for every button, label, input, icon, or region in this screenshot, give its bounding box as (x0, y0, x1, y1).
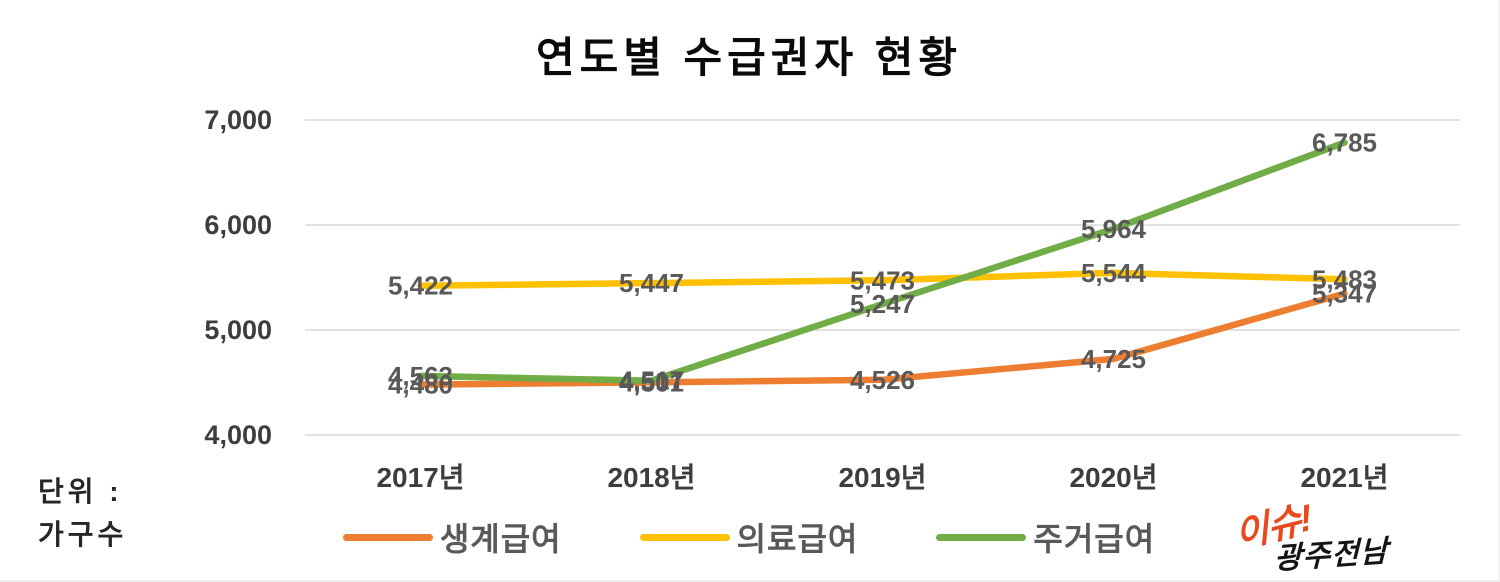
y-tick-label-3: 7,000 (204, 105, 272, 135)
chart-title: 연도별 수급권자 현황 (535, 34, 963, 81)
y-tick-label-1: 5,000 (204, 315, 272, 345)
x-tick-label-4: 2021년 (1300, 462, 1388, 493)
y-tick-label-0: 4,000 (204, 420, 272, 450)
data-label-1-4: 5,483 (1312, 264, 1377, 294)
series-line-1 (417, 269, 1348, 289)
series-line-0 (417, 290, 1348, 388)
data-label-2-2: 5,247 (850, 289, 915, 319)
data-label-0-0: 4,480 (388, 370, 453, 400)
legend-item-0: 생계급여 (342, 514, 562, 560)
data-label-1-0: 5,422 (388, 271, 453, 301)
unit-label-line2: 가구수 (38, 519, 128, 551)
y-tick-label-2: 6,000 (204, 210, 272, 240)
data-label-1-3: 5,544 (1081, 258, 1147, 288)
data-label-2-4: 6,785 (1312, 128, 1377, 158)
publisher-logo: 이슈! 광주전남 (1216, 497, 1426, 576)
legend-line-swatch-0 (342, 533, 433, 541)
legend: 생계급여 의료급여 주거급여 (0, 514, 1498, 560)
data-label-0-2: 4,526 (850, 365, 915, 395)
data-label-2-1: 4,517 (619, 366, 684, 396)
legend-item-2: 주거급여 (936, 514, 1155, 560)
data-label-0-4: 5,347 (1312, 279, 1377, 309)
x-tick-label-3: 2020년 (1069, 462, 1157, 493)
legend-line-swatch-2 (936, 533, 1027, 541)
data-label-0-1: 4,501 (619, 367, 684, 397)
data-label-1-2: 5,473 (850, 265, 915, 295)
data-label-1-1: 5,447 (619, 268, 684, 298)
unit-label: 단위 : 가구수 (38, 470, 127, 557)
x-tick-label-2: 2019년 (838, 462, 926, 493)
legend-label-0: 생계급여 (439, 521, 562, 557)
x-tick-label-0: 2017년 (376, 462, 464, 493)
legend-line-swatch-1 (639, 533, 730, 541)
legend-label-2: 주거급여 (1033, 521, 1156, 557)
logo-region-text: 광주전남 (1274, 534, 1389, 577)
legend-label-1: 의료급여 (736, 521, 859, 557)
x-tick-label-1: 2018년 (607, 462, 695, 493)
data-label-2-0: 4,563 (388, 361, 453, 391)
data-label-2-3: 5,964 (1081, 214, 1147, 244)
data-label-0-3: 4,725 (1081, 344, 1146, 374)
series-line-2 (417, 139, 1348, 384)
unit-label-line1: 단위 : (38, 476, 123, 507)
legend-item-1: 의료급여 (639, 514, 859, 560)
